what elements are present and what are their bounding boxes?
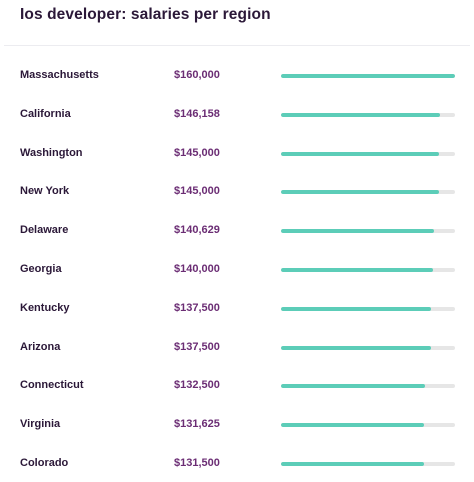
region-label: Connecticut (20, 379, 84, 392)
salary-bar (281, 151, 439, 156)
salary-bar (281, 190, 439, 195)
salary-bar (281, 112, 440, 117)
salary-value-label: $145,000 (174, 185, 220, 198)
salary-bar-track (281, 112, 455, 117)
chart-row: Connecticut $132,500 (4, 377, 470, 397)
salary-value-label: $145,000 (174, 146, 220, 159)
salary-bar (281, 229, 434, 234)
region-label: Washington (20, 146, 83, 159)
region-label: Kentucky (20, 301, 70, 314)
salary-bar-track (281, 384, 455, 389)
salary-bar (281, 306, 431, 311)
region-label: New York (20, 185, 70, 198)
salary-bar (281, 345, 431, 350)
chart-row: Washington $145,000 (4, 145, 470, 165)
region-label: Delaware (20, 224, 69, 237)
salary-bar-track (281, 74, 455, 78)
salary-bar (281, 462, 424, 466)
salary-value-label: $137,500 (174, 340, 220, 353)
chart-row: Arizona $137,500 (4, 339, 470, 359)
region-label: Georgia (20, 263, 62, 275)
salary-value-label: $131,625 (174, 418, 220, 431)
chart-row: California $146,158 (4, 106, 470, 126)
salary-bar-track (281, 229, 455, 234)
salary-bar-track (281, 306, 455, 311)
salary-value-label: $146,158 (174, 107, 220, 120)
salary-bar-track (281, 462, 455, 466)
salary-value-label: $132,500 (174, 379, 220, 392)
page-title: Ios developer: salaries per region (20, 6, 271, 23)
chart-row: Colorado $131,500 (4, 455, 470, 475)
chart-row: Virginia $131,625 (4, 416, 470, 436)
salary-value-label: $131,500 (174, 457, 220, 469)
region-label: California (20, 107, 71, 120)
salary-bar (281, 384, 426, 389)
salary-bar-track (281, 268, 455, 272)
salary-bar-track (281, 190, 455, 195)
region-label: Virginia (20, 418, 61, 431)
salary-bar (281, 74, 455, 78)
salary-value-label: $137,500 (174, 301, 220, 314)
salary-value-label: $140,629 (174, 224, 220, 237)
chart-row: Kentucky $137,500 (4, 300, 470, 320)
salary-bar (281, 423, 425, 428)
salary-value-label: $160,000 (174, 69, 220, 81)
chart-row: New York $145,000 (4, 183, 470, 203)
salary-value-label: $140,000 (174, 263, 220, 275)
salary-bar-track (281, 423, 455, 428)
salary-bar (281, 268, 434, 272)
salary-chart: Massachusetts $160,000 California $146,158 W… (4, 45, 470, 482)
chart-row: Massachusetts $160,000 (4, 67, 470, 87)
chart-row: Georgia $140,000 (4, 261, 470, 281)
region-label: Arizona (20, 340, 61, 353)
salary-bar-track (281, 345, 455, 350)
salary-bar-track (281, 151, 455, 156)
region-label: Colorado (20, 457, 69, 469)
region-label: Massachusetts (20, 69, 99, 81)
chart-row: Delaware $140,629 (4, 222, 470, 242)
